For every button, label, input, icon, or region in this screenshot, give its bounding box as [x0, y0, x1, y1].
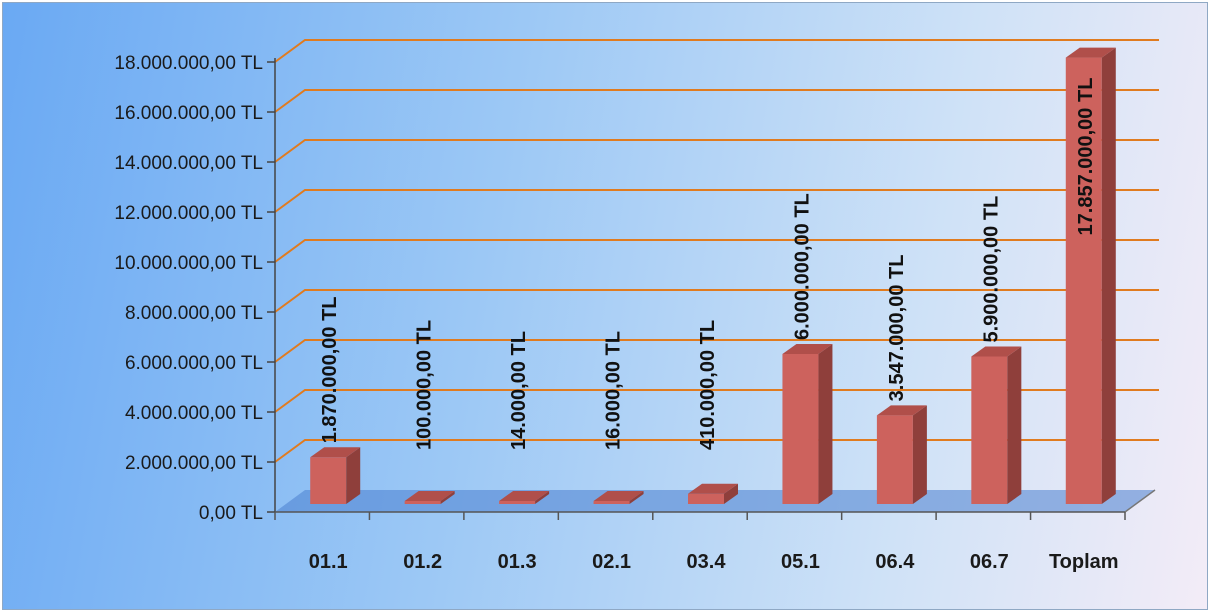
- gridline: [274, 139, 1159, 163]
- bar: [876, 405, 927, 504]
- y-tick-label: 4.000.000,00 TL: [125, 403, 263, 424]
- bars: [310, 47, 1116, 504]
- bar-side: [1007, 346, 1022, 504]
- data-label: 410.000,00 TL: [697, 320, 719, 450]
- bar-side: [818, 344, 833, 504]
- data-label: 3.547.000,00 TL: [886, 255, 908, 402]
- gridline: [274, 389, 1159, 413]
- bar-side: [1101, 47, 1116, 504]
- y-tick-label: 2.000.000,00 TL: [125, 453, 263, 474]
- x-tick-label: 06.7: [970, 551, 1009, 573]
- bar: [971, 346, 1022, 504]
- bar-front: [782, 354, 819, 504]
- bar-front: [404, 501, 441, 504]
- y-tick-label: 0,00 TL: [199, 503, 263, 524]
- data-label: 6.000.000,00 TL: [791, 193, 813, 340]
- y-tick-label: 18.000.000,00 TL: [114, 53, 263, 74]
- y-tick-label: 8.000.000,00 TL: [125, 303, 263, 324]
- gridline: [274, 189, 1159, 213]
- gridline: [274, 39, 1159, 63]
- gridlines: [274, 39, 1159, 463]
- y-tick-label: 6.000.000,00 TL: [125, 353, 263, 374]
- bar-side: [535, 491, 550, 504]
- bar-top: [404, 491, 455, 501]
- bar-front: [688, 493, 724, 504]
- data-labels: 1.870.000,00 TL 100.000,00 TL 14.000,00 TL…: [319, 78, 1097, 450]
- data-label: 100.000,00 TL: [414, 320, 436, 450]
- gridline: [274, 439, 1159, 463]
- bar-top: [310, 447, 361, 458]
- bar: [499, 491, 550, 504]
- bar-top: [499, 491, 550, 501]
- gridline: [274, 289, 1159, 313]
- x-tick-label: 05.1: [781, 551, 820, 573]
- bar-side: [346, 447, 361, 504]
- bar: [593, 491, 644, 504]
- y-tick-label: 14.000.000,00 TL: [114, 153, 263, 174]
- x-tick-label: 02.1: [592, 551, 631, 573]
- bar-side: [724, 483, 738, 504]
- y-tick-label: 16.000.000,00 TL: [114, 103, 263, 124]
- x-tick-label: Toplam: [1049, 551, 1119, 573]
- x-axis-ticks: 01.1 01.2 01.3 02.1 03.4 05.1 06.4 06.7 Toplam: [309, 551, 1119, 573]
- bar: [404, 491, 455, 504]
- bar-side: [629, 491, 644, 504]
- x-tick-label: 06.4: [875, 551, 915, 573]
- data-label: 5.900.000,00 TL: [980, 196, 1002, 343]
- bar-front: [876, 415, 913, 504]
- x-tick-label: 01.1: [309, 551, 348, 573]
- bar-top: [688, 483, 738, 494]
- bar: [688, 483, 738, 504]
- bar-side: [440, 491, 455, 504]
- chart-axes: [267, 58, 1156, 520]
- bar-top: [1065, 47, 1116, 58]
- data-label: 1.870.000,00 TL: [319, 296, 341, 443]
- bar-front: [310, 457, 347, 504]
- bar-top: [876, 405, 927, 416]
- bar-top: [782, 344, 833, 354]
- bar: [782, 344, 833, 504]
- gridline: [274, 339, 1159, 363]
- x-tick-label: 03.4: [687, 551, 727, 573]
- bar-front: [593, 501, 630, 504]
- bar-side: [912, 405, 927, 504]
- data-label: 14.000,00 TL: [508, 331, 530, 450]
- bar-front: [499, 501, 536, 504]
- bar: [310, 447, 361, 504]
- bar: [1065, 47, 1116, 504]
- bar-front: [1065, 57, 1102, 504]
- y-tick-label: 10.000.000,00 TL: [114, 253, 263, 274]
- x-axis-depth-edge: [1124, 489, 1156, 513]
- y-axis-ticks: 0,00 TL 2.000.000,00 TL 4.000.000,00 TL 6.0…: [114, 53, 263, 524]
- data-label: 17.857.000,00 TL: [1075, 78, 1097, 236]
- bar-top: [971, 346, 1022, 357]
- gridline: [274, 89, 1159, 113]
- data-label: 16.000,00 TL: [603, 331, 625, 450]
- bar-top: [593, 491, 644, 501]
- x-tick-label: 01.2: [403, 551, 442, 573]
- y-tick-label: 12.000.000,00 TL: [114, 203, 263, 224]
- x-tick-label: 01.3: [498, 551, 537, 573]
- gridline: [274, 239, 1159, 263]
- bar-front: [971, 356, 1008, 504]
